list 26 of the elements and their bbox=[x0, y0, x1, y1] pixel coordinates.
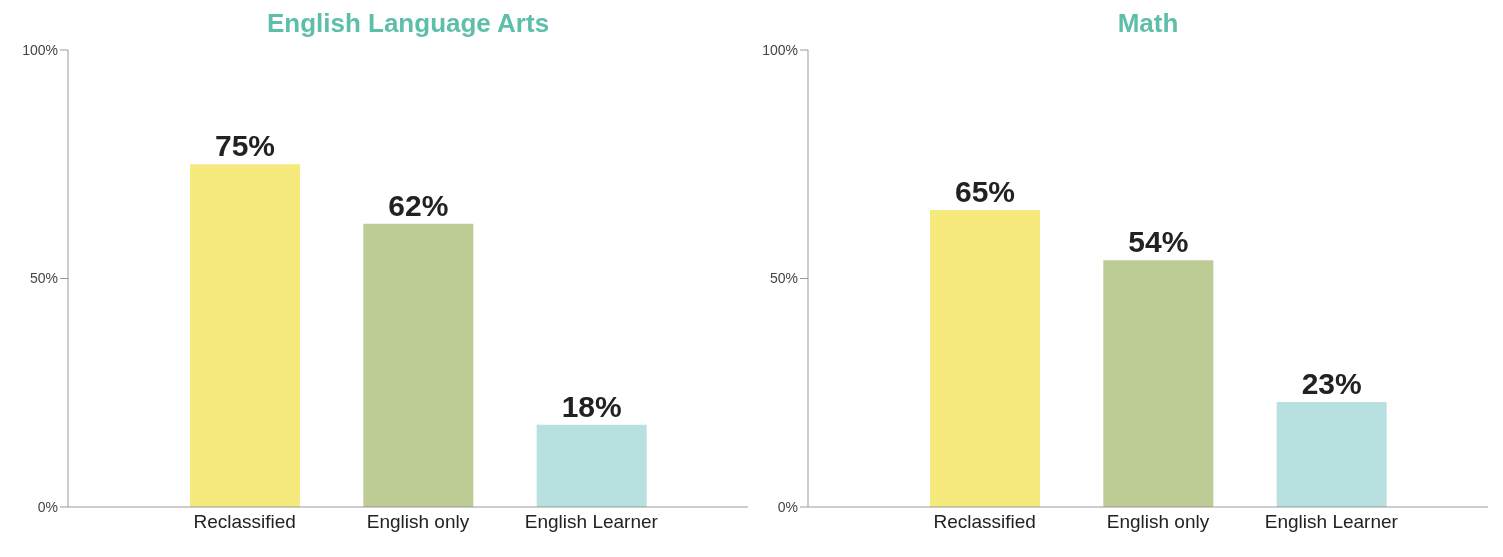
x-tick-label: Reclassified bbox=[193, 511, 296, 533]
bar bbox=[1103, 260, 1214, 507]
bar bbox=[536, 424, 647, 507]
data-label: 18% bbox=[561, 389, 622, 423]
y-tick-label: 100% bbox=[762, 41, 798, 58]
x-tick-label: English Learner bbox=[1264, 511, 1399, 533]
x-tick-label: English only bbox=[366, 511, 470, 533]
data-label: 75% bbox=[214, 129, 276, 163]
data-label: 54% bbox=[1128, 225, 1189, 259]
x-tick-label: Reclassified bbox=[933, 511, 1036, 533]
x-tick-label: English only bbox=[1106, 511, 1210, 533]
y-tick-label: 0% bbox=[37, 498, 58, 515]
data-label: 62% bbox=[388, 188, 449, 222]
y-tick-label: 0% bbox=[777, 498, 798, 515]
y-tick-label: 100% bbox=[22, 41, 58, 58]
chart-title: Math bbox=[1116, 8, 1180, 40]
x-tick-label: English Learner bbox=[524, 511, 659, 533]
bar bbox=[363, 223, 474, 507]
bar bbox=[190, 164, 300, 507]
chart-title: English Language Arts bbox=[265, 8, 551, 40]
y-tick-label: 50% bbox=[769, 270, 798, 287]
data-label: 23% bbox=[1301, 366, 1362, 400]
bar bbox=[930, 209, 1040, 507]
bar bbox=[1276, 401, 1387, 507]
y-tick-label: 50% bbox=[29, 270, 58, 287]
data-label: 65% bbox=[954, 174, 1016, 208]
